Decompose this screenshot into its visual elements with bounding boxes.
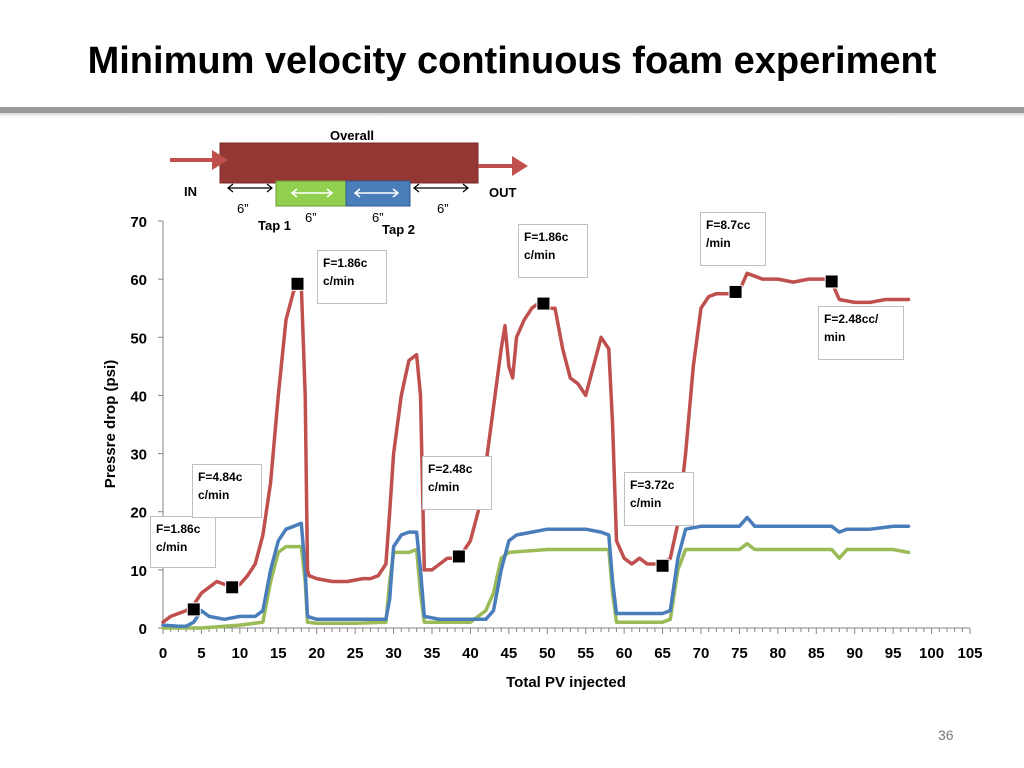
slide-title: Minimum velocity continuous foam experim… (87, 40, 937, 82)
x-tick-label: 30 (385, 645, 402, 662)
event-marker (536, 296, 551, 311)
event-marker (225, 580, 240, 595)
event-marker (451, 549, 466, 564)
event-marker (655, 558, 670, 573)
y-axis-ticks: 0 10 20 30 40 50 60 70 (130, 214, 163, 638)
event-markers (186, 274, 839, 617)
tap1-span-arrow (290, 188, 334, 198)
event-marker (728, 284, 743, 299)
event-marker (824, 274, 839, 289)
flow-rate-annotation: F=4.84c c/min (192, 464, 262, 518)
flow-rate-annotation: F=1.86c c/min (150, 516, 216, 568)
outlet-span-arrow (413, 183, 469, 193)
y-tick-label: 10 (130, 563, 147, 580)
flow-rate-annotation: F=8.7cc /min (700, 212, 766, 266)
x-tick-label: 80 (770, 645, 787, 662)
core-schematic: Overall I (170, 128, 528, 237)
event-marker (290, 276, 305, 291)
outlet-arrow (478, 156, 528, 176)
inlet-arrow (170, 150, 228, 170)
y-tick-label: 50 (130, 330, 147, 347)
y-tick-label: 60 (130, 272, 147, 289)
y-tick-label: 70 (130, 214, 147, 231)
tap2-span-arrow (353, 188, 400, 198)
flow-rate-annotation: F=1.86c c/min (518, 224, 588, 278)
title-divider (0, 107, 1024, 113)
x-tick-label: 35 (424, 645, 441, 662)
y-axis-title: Pressre drop (psi) (102, 360, 119, 488)
tap-series-green (161, 541, 911, 630)
x-axis-ticks: 0 5 10 15 20 25 30 35 40 45 50 55 60 65 70 75 80 85 90 95 10… (159, 628, 983, 662)
x-tick-label: 85 (808, 645, 825, 662)
x-tick-label: 105 (957, 645, 982, 662)
inlet-span-arrow (227, 183, 273, 193)
y-tick-label: 20 (130, 505, 147, 522)
in-label: IN (184, 184, 197, 199)
x-tick-label: 50 (539, 645, 556, 662)
x-tick-label: 45 (501, 645, 518, 662)
flow-rate-annotation: F=2.48cc/ min (818, 306, 904, 360)
x-tick-label: 10 (232, 645, 249, 662)
x-tick-label: 65 (654, 645, 671, 662)
x-tick-label: 15 (270, 645, 287, 662)
overall-section (219, 142, 479, 184)
x-tick-label: 20 (308, 645, 325, 662)
x-tick-label: 55 (577, 645, 594, 662)
segment-length-4: 6” (437, 201, 449, 216)
flow-rate-annotation: F=3.72c c/min (624, 472, 694, 526)
x-tick-label: 95 (885, 645, 902, 662)
x-tick-label: 5 (197, 645, 205, 662)
flow-rate-annotation: F=1.86c c/min (317, 250, 387, 304)
y-tick-label: 40 (130, 388, 147, 405)
x-axis-title: Total PV injected (506, 674, 626, 691)
tap1-label: Tap 1 (258, 218, 291, 233)
y-tick-label: 30 (130, 447, 147, 464)
x-tick-label: 25 (347, 645, 364, 662)
overall-label: Overall (330, 128, 374, 143)
x-tick-label: 40 (462, 645, 479, 662)
x-tick-label: 60 (616, 645, 633, 662)
y-tick-label: 0 (139, 621, 147, 638)
x-tick-label: 70 (693, 645, 710, 662)
tap-series-blue (161, 515, 911, 629)
flow-rate-annotation: F=2.48c c/min (422, 456, 492, 510)
x-tick-label: 100 (919, 645, 944, 662)
out-label: OUT (489, 185, 517, 200)
data-series (161, 271, 911, 630)
page-number: 36 (938, 727, 954, 743)
tap-series-red (161, 271, 911, 624)
x-tick-label: 75 (731, 645, 748, 662)
x-tick-label: 90 (846, 645, 863, 662)
tap2-label: Tap 2 (382, 222, 415, 237)
segment-length-2: 6” (305, 210, 317, 225)
segment-length-3: 6” (372, 210, 384, 225)
title-divider-shadow (0, 113, 1024, 117)
x-tick-label: 0 (159, 645, 167, 662)
segment-length-1: 6” (237, 201, 249, 216)
event-marker (186, 602, 201, 617)
